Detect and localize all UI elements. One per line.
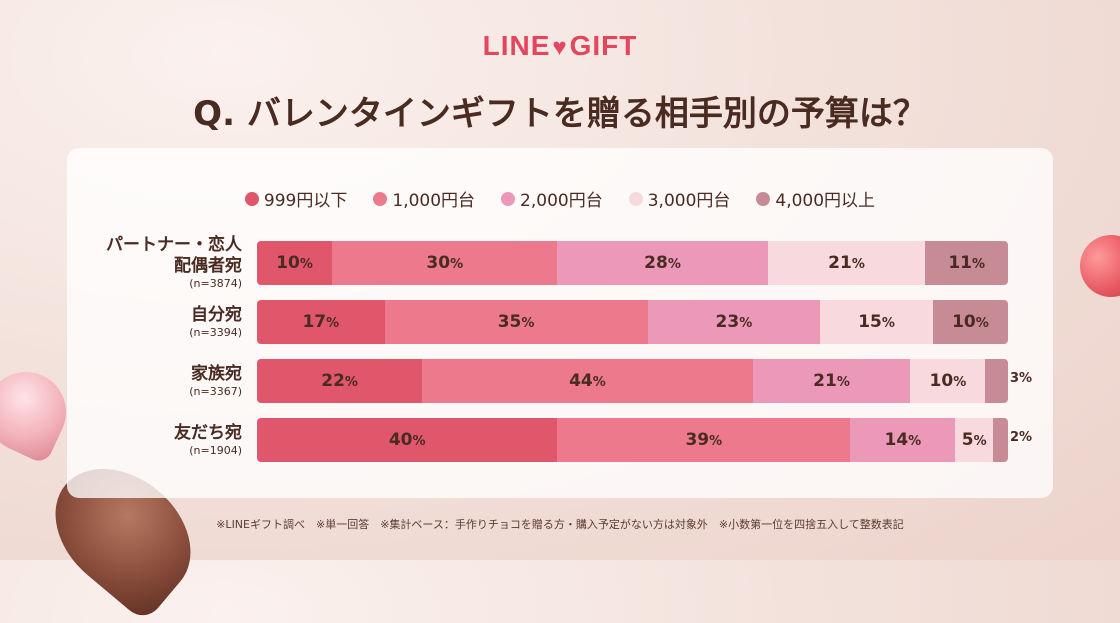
bar-segment: 30% [332, 241, 558, 285]
data-label: 39% [685, 430, 723, 450]
data-label: 21% [813, 371, 850, 391]
data-label: 28% [644, 253, 681, 273]
bar-segment: 11% [925, 241, 1008, 285]
bar-segment: 10% [910, 359, 986, 403]
bar-segment: 10% [932, 300, 1008, 344]
bar-segment: 44% [422, 359, 753, 403]
legend-label: 1,000円台 [392, 191, 476, 211]
data-label: 35% [497, 312, 535, 332]
bar-segment: 23% [647, 300, 821, 344]
legend-swatch [244, 191, 259, 206]
data-label: 22% [321, 371, 358, 391]
footnote: ※LINEギフト調べ ※単一回答 ※集計ベース：手作りチョコを贈る方・購入予定が… [216, 518, 904, 531]
row-label-name: 自分宛 [191, 304, 242, 325]
legend-swatch [373, 191, 388, 206]
bar-segment: 22% [257, 359, 423, 403]
data-label: 10% [952, 312, 989, 332]
legend-item: 1,000円台 [373, 186, 475, 211]
stacked-bar: 10% 30% 28% 21% 11% [257, 241, 1008, 285]
legend-item: 4,000円以上 [756, 186, 875, 211]
bar-segment: 21% [767, 241, 926, 285]
row-sample-size: (n=1904) [189, 443, 242, 457]
stacked-bar: 22% 44% 21% 10% 3% [257, 359, 1032, 403]
data-label: 10% [276, 253, 313, 273]
data-label: 2% [1010, 430, 1033, 445]
legend-swatch [501, 191, 516, 206]
row-label-name: 友だち宛 [174, 422, 242, 443]
data-label: 44% [569, 371, 606, 391]
legend-label: 999円以下 [263, 191, 348, 211]
bar-segment: 5% [955, 418, 993, 462]
stacked-bar: 40% 39% 14% 5% 2% [257, 418, 1032, 462]
data-label: 40% [388, 430, 426, 450]
data-label: 21% [828, 253, 865, 273]
heart-chocolate-right-decoration [1071, 226, 1120, 306]
data-label: 3% [1010, 371, 1033, 386]
bar-segment: 10% [257, 241, 333, 285]
legend-label: 4,000円以上 [775, 191, 876, 211]
legend-label: 3,000円台 [647, 191, 731, 211]
bar-segment: 21% [752, 359, 911, 403]
row-label: 家族宛 (n=3367) [70, 364, 242, 399]
data-label: 15% [858, 312, 895, 332]
legend-swatch [756, 191, 771, 206]
heart-icon: ♥ [552, 34, 568, 61]
row-label: パートナー・恋人 配偶者宛 (n=3874) [70, 235, 242, 291]
page-title: Q. バレンタインギフトを贈る相手別の予算は？ [193, 94, 927, 134]
row-sample-size: (n=3874) [189, 277, 242, 290]
data-label: 17% [302, 312, 340, 332]
stacked-bar: 17% 35% 23% 15% 10% [257, 300, 1008, 344]
row-label: 自分宛 (n=3394) [70, 305, 242, 340]
data-label: 11% [948, 253, 986, 273]
data-label: 10% [929, 371, 967, 391]
data-label: 30% [426, 253, 464, 273]
row-label: 友だち宛 (n=1904) [70, 423, 242, 458]
bar-segment: 14% [850, 418, 956, 462]
legend-label: 2,000円台 [520, 191, 603, 211]
row-label-name: 配偶者宛 [174, 256, 242, 276]
bar-segment: 35% [384, 300, 648, 344]
bar-segment: 17% [257, 300, 385, 344]
legend-item: 2,000円台 [501, 186, 603, 211]
bar-segment [985, 359, 1008, 403]
bar-segment: 40% [257, 418, 558, 462]
legend-item: 3,000円台 [628, 186, 731, 211]
row-label-name: パートナー・恋人 [106, 235, 242, 255]
legend-swatch [628, 191, 643, 206]
bar-segment: 28% [557, 241, 768, 285]
row-sample-size: (n=3367) [189, 384, 242, 398]
row-label-name: 家族宛 [191, 363, 242, 384]
legend-item: 999円以下 [244, 186, 348, 211]
bar-segment: 15% [820, 300, 933, 344]
bar-segment [992, 418, 1008, 462]
data-label: 14% [884, 430, 922, 450]
data-label: 23% [715, 312, 753, 332]
chart-legend: 999円以下 1,000円台 2,000円台 3,000円台 4,000円以上 [0, 186, 1120, 211]
bar-segment: 39% [557, 418, 851, 462]
data-label: 5% [961, 430, 987, 450]
line-gift-logo: LINE♥GIFT [482, 30, 638, 61]
row-sample-size: (n=3394) [189, 325, 242, 339]
